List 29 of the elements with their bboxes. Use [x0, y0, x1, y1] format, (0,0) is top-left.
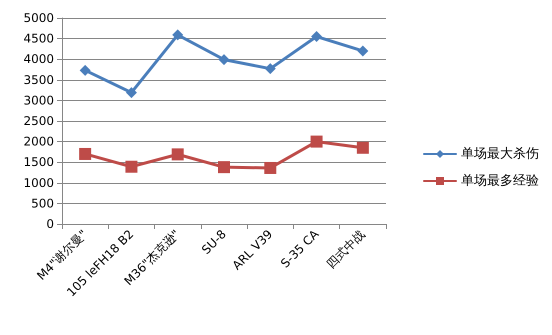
point	[311, 31, 322, 42]
point	[80, 64, 91, 76]
legend-label: 单场最多经验	[461, 174, 539, 188]
y-tick-label: 3500	[23, 72, 54, 87]
x-tick-label: ARL V39	[230, 227, 276, 273]
legend-label: 单场最大杀伤	[461, 146, 539, 162]
y-tick-label: 0	[46, 217, 54, 231]
point	[310, 136, 323, 148]
y-tick-label: 500	[31, 196, 54, 210]
point	[79, 148, 92, 160]
point	[218, 161, 230, 174]
y-tick-label: 2500	[23, 114, 54, 128]
y-tick-label: 1000	[23, 176, 54, 190]
y-tick-label: 2000	[23, 134, 54, 149]
y-tick-label: 4000	[23, 52, 54, 66]
point	[218, 54, 230, 66]
point	[357, 45, 368, 56]
point	[126, 87, 137, 98]
point	[172, 29, 184, 40]
point	[172, 148, 184, 160]
x-tick-label: 四式中战	[324, 227, 368, 271]
y-tick-label: 5000	[23, 11, 54, 25]
point	[356, 142, 369, 154]
point	[264, 162, 276, 174]
y-tick-label: 3000	[23, 93, 54, 108]
y-tick-label: 1500	[23, 155, 54, 170]
y-tick-label: 4500	[23, 32, 54, 46]
point	[264, 63, 276, 74]
point	[125, 160, 138, 173]
